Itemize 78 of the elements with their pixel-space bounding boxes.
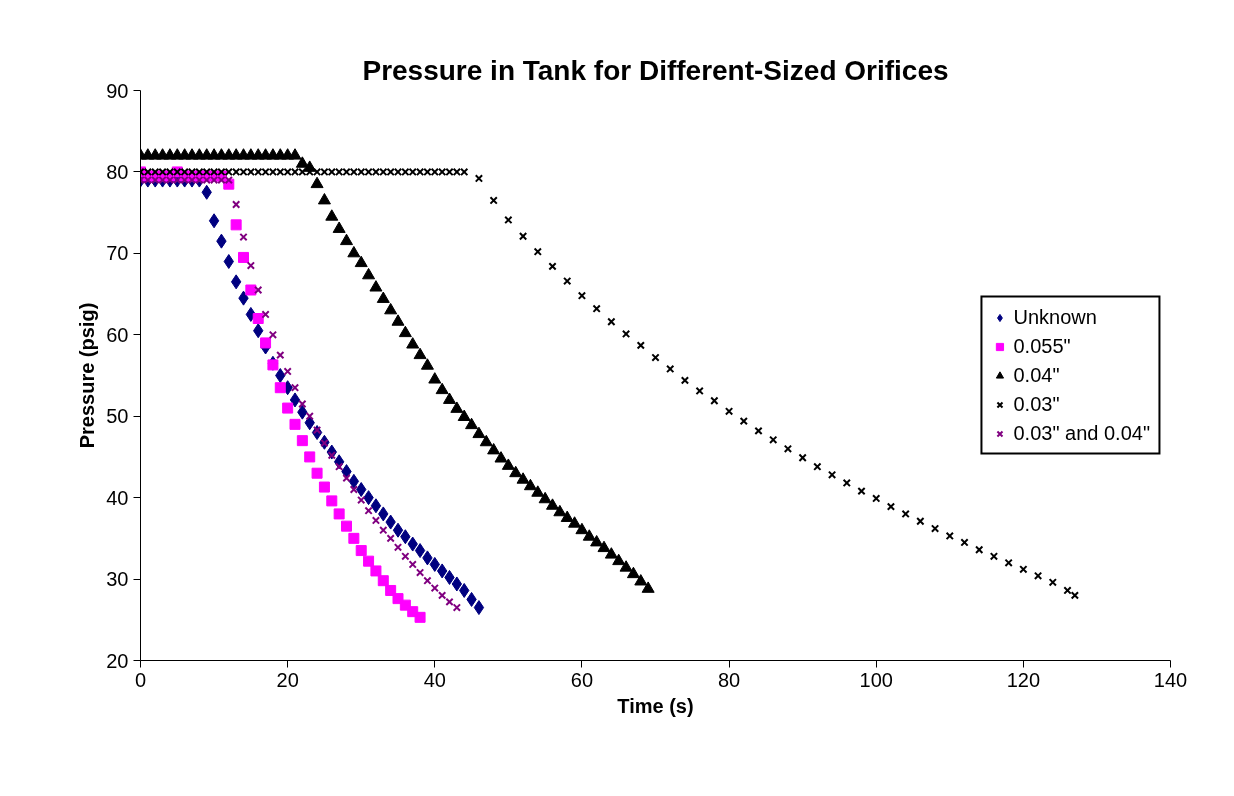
point <box>377 575 389 587</box>
point <box>392 522 404 538</box>
point <box>223 254 234 269</box>
chart-title: Pressure in Tank for Different-Sized Orifices <box>362 54 949 86</box>
y-tick-label: 30 <box>106 568 129 591</box>
point <box>436 563 448 579</box>
y-tick-label: 70 <box>106 242 129 265</box>
point <box>386 534 395 543</box>
y-tick-label: 90 <box>106 79 129 102</box>
x-tick-label: 20 <box>276 668 299 691</box>
point <box>208 213 220 229</box>
point <box>298 399 307 409</box>
point <box>341 520 352 532</box>
point <box>363 555 375 567</box>
point <box>364 506 373 515</box>
point <box>423 576 432 585</box>
point <box>355 545 367 557</box>
legend-label: Unknown <box>1013 305 1097 329</box>
point <box>414 543 426 559</box>
y-tick-label: 80 <box>106 160 129 183</box>
point <box>393 543 403 552</box>
x-axis-title: Time (s) <box>617 694 694 717</box>
point <box>267 359 279 371</box>
legend-label: 0.04" <box>1013 363 1060 387</box>
point <box>274 382 286 394</box>
point <box>356 482 367 497</box>
point <box>268 330 278 339</box>
point <box>408 560 417 569</box>
x-tick-label: 0 <box>134 668 147 691</box>
y-tick-label: 60 <box>106 323 129 346</box>
point <box>342 473 351 483</box>
point <box>304 451 316 463</box>
point <box>349 485 359 494</box>
point <box>252 313 264 324</box>
point <box>318 481 330 493</box>
point <box>275 368 286 383</box>
point <box>230 274 242 290</box>
point <box>261 310 270 319</box>
point <box>385 584 397 596</box>
x-tick-label: 100 <box>859 668 893 691</box>
y-tick-label: 40 <box>106 486 129 509</box>
point <box>451 576 463 592</box>
point <box>276 350 285 360</box>
point <box>230 219 242 231</box>
point <box>289 418 301 430</box>
point <box>254 285 263 295</box>
x-tick-label: 120 <box>1006 668 1041 691</box>
point <box>282 402 294 414</box>
y-tick-label: 20 <box>106 649 129 672</box>
legend-label: 0.03" <box>1013 392 1060 416</box>
point <box>370 498 382 514</box>
point <box>238 251 249 263</box>
point <box>296 435 308 447</box>
point <box>305 412 314 421</box>
point <box>348 532 360 544</box>
y-tick-label: 50 <box>106 405 129 428</box>
legend-label: 0.03" and 0.04" <box>1013 421 1150 445</box>
point <box>473 600 485 616</box>
point <box>414 611 426 623</box>
x-tick-label: 140 <box>1153 668 1188 691</box>
point <box>290 383 300 392</box>
point <box>430 583 439 593</box>
point <box>289 392 301 408</box>
point <box>370 565 382 577</box>
x-tick-label: 40 <box>423 668 446 691</box>
point <box>283 367 292 376</box>
x-tick-label: 60 <box>570 668 594 691</box>
point <box>357 495 366 505</box>
x-tick-label: 80 <box>717 668 741 691</box>
point <box>326 495 338 507</box>
y-axis-title: Pressure (psig) <box>76 302 99 449</box>
point <box>348 473 360 489</box>
point <box>311 467 323 479</box>
point <box>246 261 256 270</box>
legend-label: 0.055" <box>1013 334 1071 358</box>
point <box>333 508 345 520</box>
point <box>245 284 257 296</box>
point <box>260 337 272 349</box>
